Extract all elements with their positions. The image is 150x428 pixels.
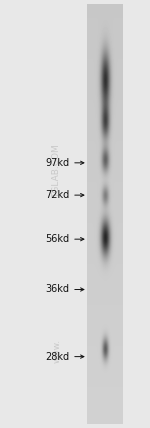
Text: 97kd: 97kd <box>45 158 69 168</box>
Text: www.: www. <box>52 339 62 363</box>
Text: 56kd: 56kd <box>45 234 69 244</box>
Text: 28kd: 28kd <box>45 352 69 362</box>
Text: TGLAB.COM: TGLAB.COM <box>52 144 62 198</box>
Text: 72kd: 72kd <box>45 190 69 200</box>
Text: 36kd: 36kd <box>45 285 69 294</box>
